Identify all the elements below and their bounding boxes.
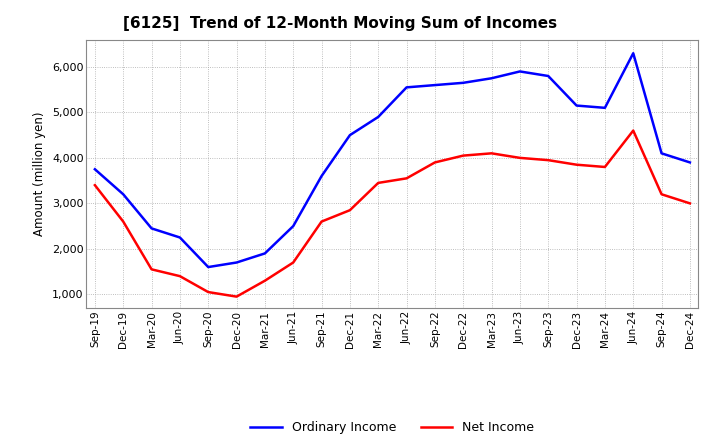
Net Income: [346, 208, 354, 213]
Ordinary Income: [318, 173, 326, 179]
Net Income: [204, 290, 212, 295]
Ordinary Income: [516, 69, 524, 74]
Ordinary Income: [148, 226, 156, 231]
Ordinary Income: [600, 105, 609, 110]
Ordinary Income: [402, 85, 411, 90]
Net Income: [176, 274, 184, 279]
Net Income: [487, 150, 496, 156]
Ordinary Income: [459, 80, 467, 85]
Ordinary Income: [431, 82, 439, 88]
Net Income: [374, 180, 382, 186]
Ordinary Income: [657, 150, 666, 156]
Ordinary Income: [233, 260, 241, 265]
Ordinary Income: [346, 132, 354, 138]
Net Income: [544, 158, 552, 163]
Text: [6125]  Trend of 12-Month Moving Sum of Incomes: [6125] Trend of 12-Month Moving Sum of I…: [123, 16, 557, 32]
Net Income: [119, 219, 127, 224]
Net Income: [572, 162, 581, 167]
Ordinary Income: [685, 160, 694, 165]
Net Income: [402, 176, 411, 181]
Ordinary Income: [487, 76, 496, 81]
Net Income: [516, 155, 524, 161]
Net Income: [233, 294, 241, 299]
Ordinary Income: [629, 51, 637, 56]
Ordinary Income: [119, 192, 127, 197]
Net Income: [91, 183, 99, 188]
Line: Ordinary Income: Ordinary Income: [95, 53, 690, 267]
Net Income: [148, 267, 156, 272]
Net Income: [629, 128, 637, 133]
Ordinary Income: [289, 224, 297, 229]
Net Income: [431, 160, 439, 165]
Ordinary Income: [91, 167, 99, 172]
Net Income: [657, 192, 666, 197]
Legend: Ordinary Income, Net Income: Ordinary Income, Net Income: [246, 416, 539, 439]
Y-axis label: Amount (million yen): Amount (million yen): [33, 112, 47, 236]
Net Income: [318, 219, 326, 224]
Net Income: [685, 201, 694, 206]
Ordinary Income: [204, 264, 212, 270]
Net Income: [289, 260, 297, 265]
Net Income: [261, 278, 269, 283]
Ordinary Income: [261, 251, 269, 256]
Net Income: [600, 164, 609, 169]
Ordinary Income: [544, 73, 552, 79]
Ordinary Income: [374, 114, 382, 120]
Ordinary Income: [572, 103, 581, 108]
Net Income: [459, 153, 467, 158]
Line: Net Income: Net Income: [95, 131, 690, 297]
Ordinary Income: [176, 235, 184, 240]
